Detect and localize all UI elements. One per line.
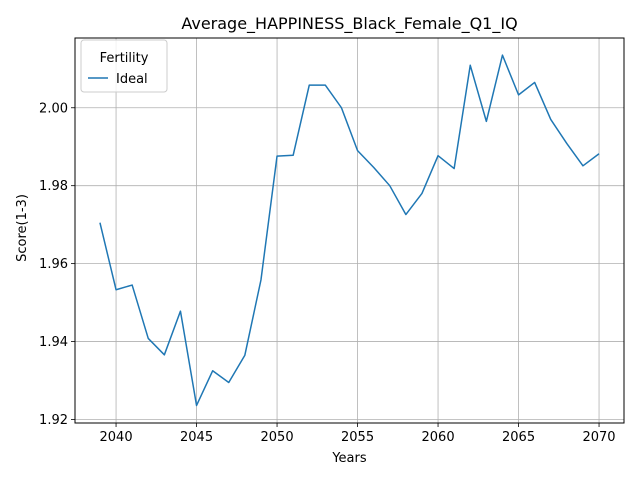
legend: Fertility Ideal <box>80 39 168 93</box>
legend-box <box>80 39 168 93</box>
x-tick-label: 2065 <box>502 430 535 445</box>
chart-title: Average_HAPPINESS_Black_Female_Q1_IQ <box>181 14 517 34</box>
legend-title: Fertility <box>100 51 149 66</box>
legend-label-ideal: Ideal <box>116 72 148 87</box>
x-tick-label: 2055 <box>341 430 374 445</box>
y-tick-label: 1.98 <box>39 179 68 194</box>
y-tick-label: 1.96 <box>39 257 68 272</box>
series-layer <box>99 54 600 407</box>
series-line-ideal <box>99 54 600 407</box>
y-axis: 1.92 1.94 1.96 1.98 2.00 <box>39 101 75 428</box>
x-axis-label: Years <box>331 451 367 466</box>
y-axis-label: Score(1-3) <box>15 194 30 262</box>
x-tick-label: 2070 <box>582 430 615 445</box>
grid-lines <box>75 38 624 423</box>
plot-area <box>75 38 624 423</box>
y-tick-label: 1.94 <box>39 335 68 350</box>
x-tick-label: 2045 <box>180 430 213 445</box>
plot-frame <box>74 37 625 424</box>
x-axis: 2040 2045 2050 2055 2060 2065 2070 <box>100 423 616 445</box>
y-tick-label: 2.00 <box>39 101 68 116</box>
x-tick-label: 2060 <box>422 430 455 445</box>
x-tick-label: 2040 <box>100 430 133 445</box>
x-tick-label: 2050 <box>261 430 294 445</box>
y-tick-label: 1.92 <box>39 413 68 428</box>
